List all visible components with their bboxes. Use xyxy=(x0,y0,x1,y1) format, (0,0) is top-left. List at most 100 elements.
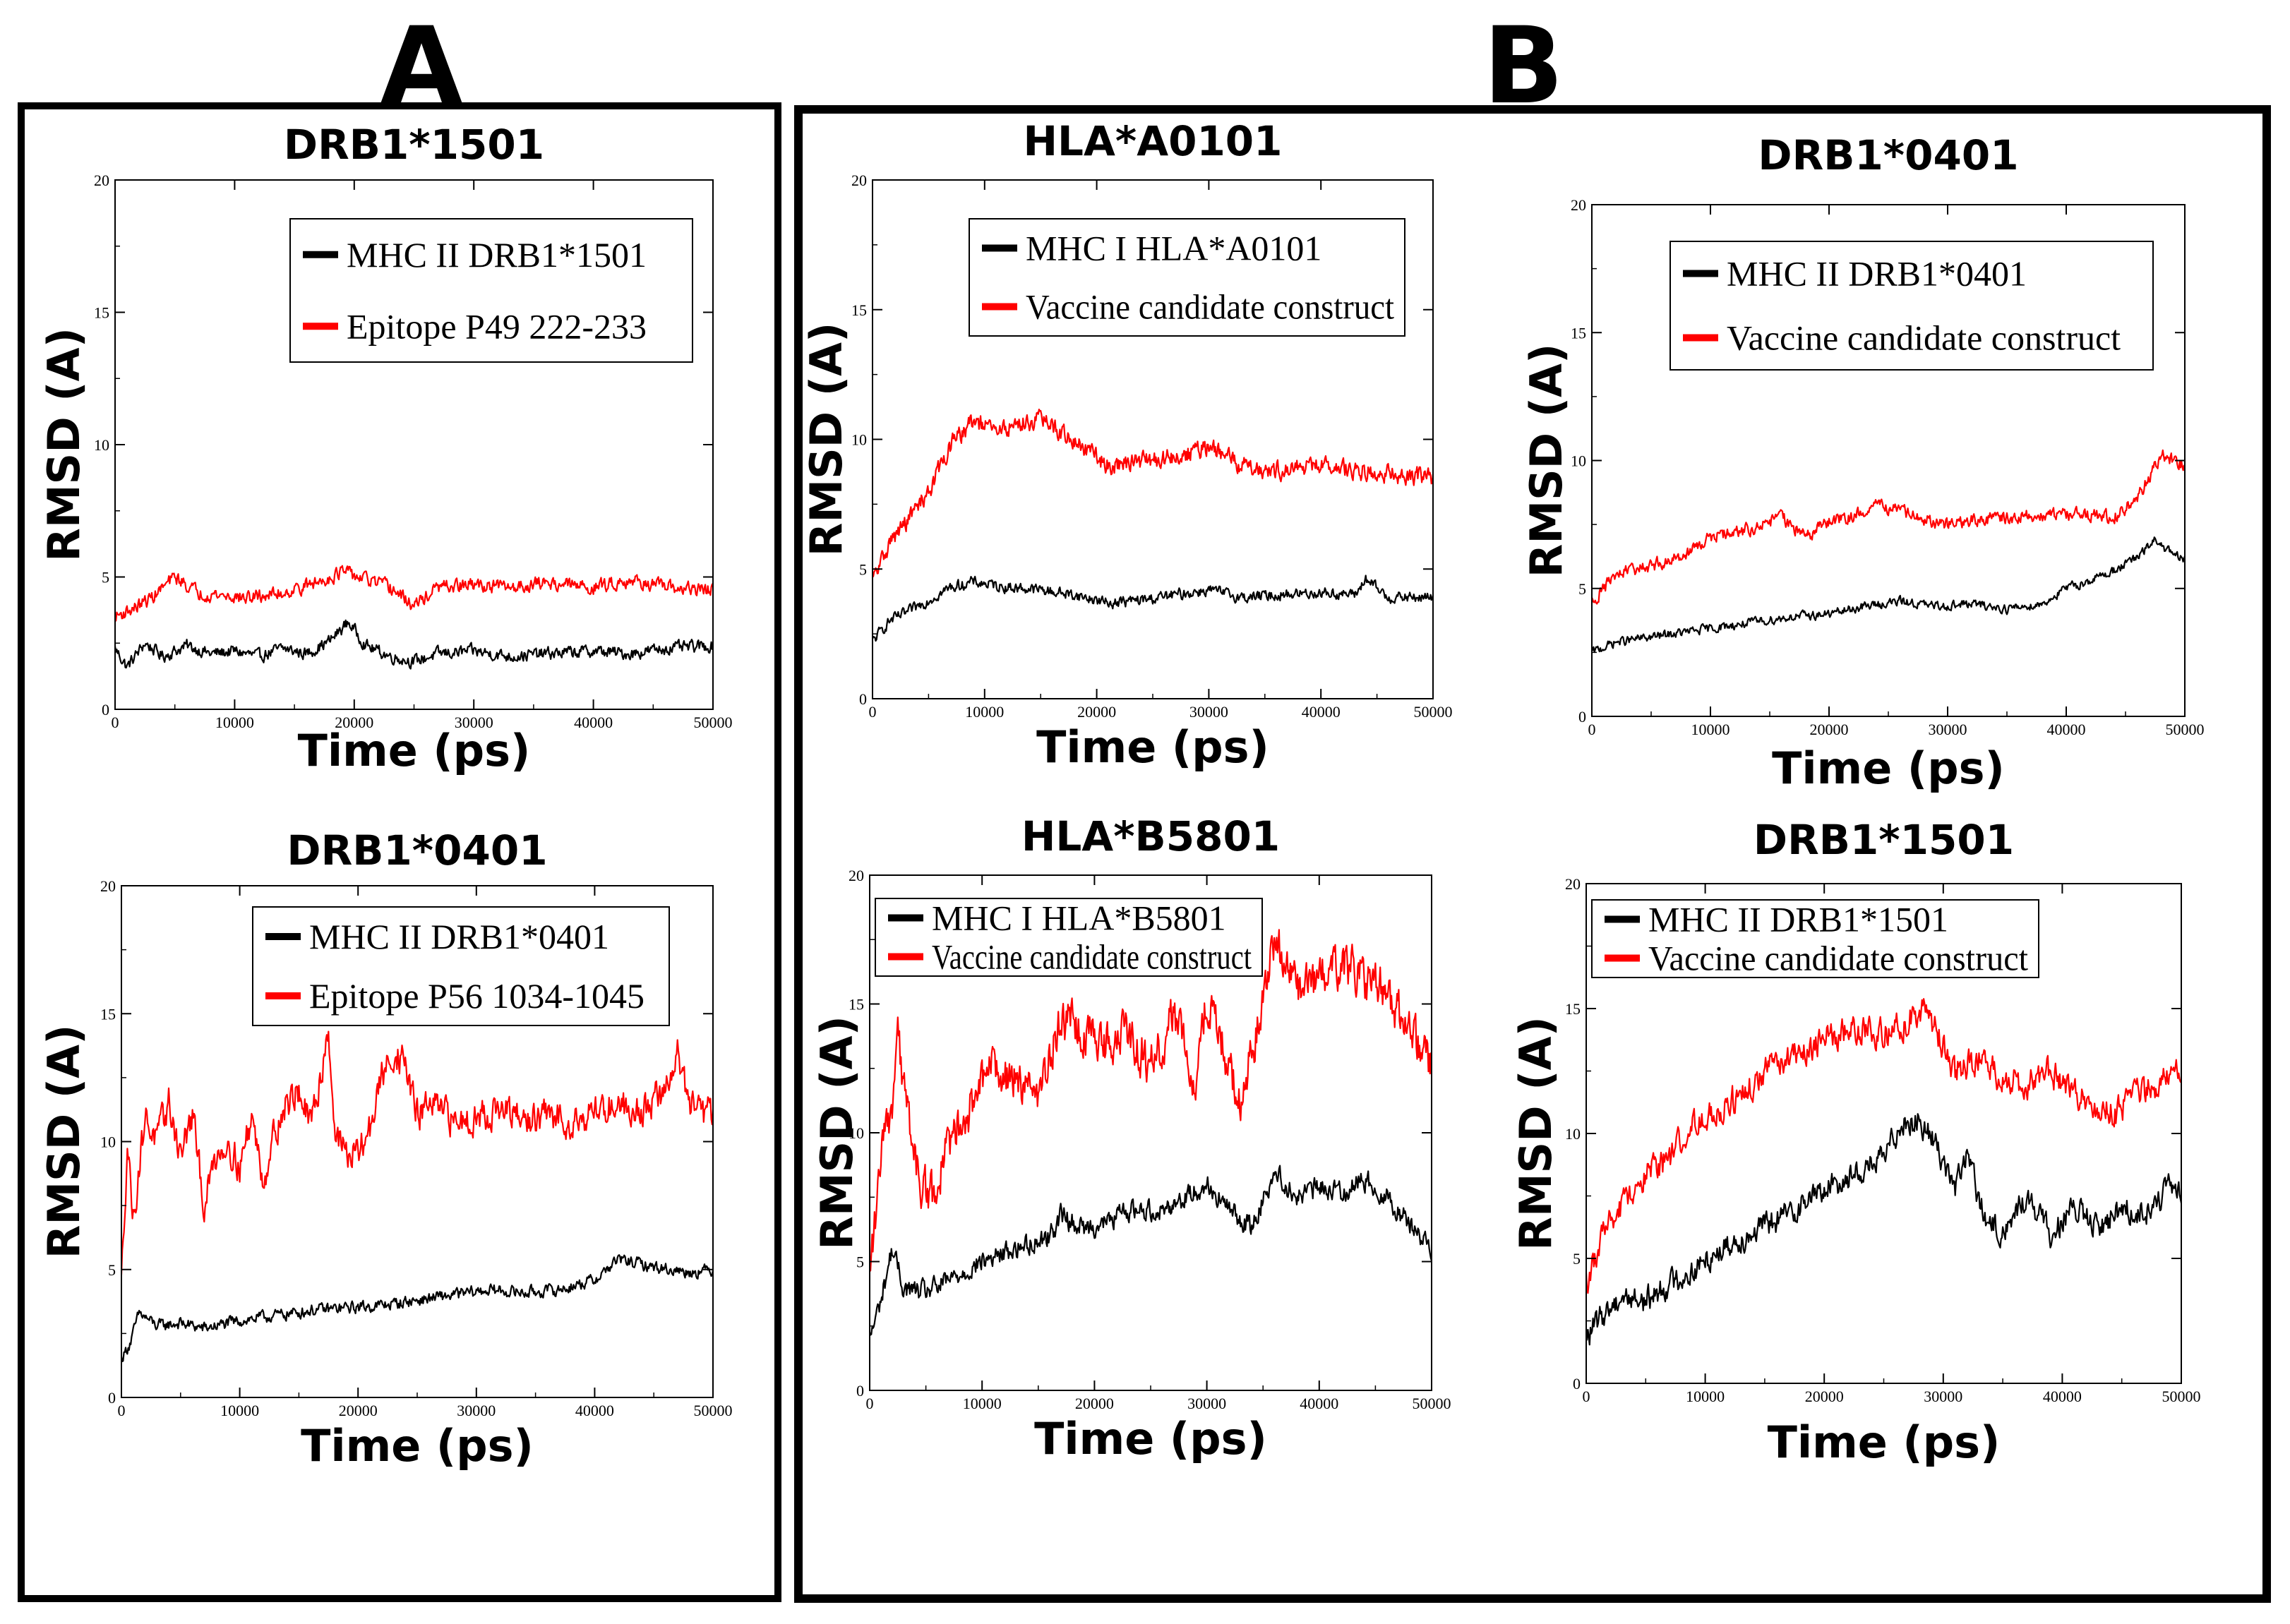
x-tick-label: 0 xyxy=(112,714,119,731)
series-line-2 xyxy=(870,929,1432,1272)
x-tick-label: 10000 xyxy=(1686,1388,1725,1405)
legend-entry-label: MHC II DRB1*1501 xyxy=(347,235,647,275)
x-tick-label: 40000 xyxy=(2047,721,2086,738)
x-tick-label: 0 xyxy=(869,703,877,721)
y-tick-label: 5 xyxy=(856,1253,864,1271)
y-tick-label: 15 xyxy=(1565,1000,1581,1018)
series-group xyxy=(873,408,1433,642)
chart-6: DRB1*1501 0 10000 20000 30000 40000 50000 0 5 10 1… xyxy=(1510,816,2200,1468)
y-tick-label: 5 xyxy=(1573,1250,1581,1268)
x-tick-label: 0 xyxy=(118,1402,126,1419)
y-tick-label: 15 xyxy=(100,1005,116,1023)
series-group xyxy=(1592,449,2185,654)
series-group xyxy=(115,565,713,670)
x-tick-label: 10000 xyxy=(1691,721,1730,738)
legend-entry-label: MHC II DRB1*0401 xyxy=(1727,254,2027,294)
x-tick-label: 20000 xyxy=(335,714,373,731)
y-tick-label: 5 xyxy=(859,560,867,578)
x-tick-label: 30000 xyxy=(1187,1395,1226,1412)
series-line-2 xyxy=(1592,449,2185,605)
y-axis-label: RMSD (A) xyxy=(1510,1016,1561,1251)
x-axis-label: Time (ps) xyxy=(301,1420,534,1472)
series-line-1 xyxy=(121,1254,713,1363)
y-tick-label: 20 xyxy=(100,877,116,895)
y-tick-label: 20 xyxy=(1571,196,1586,214)
x-axis-label: Time (ps) xyxy=(1768,1417,2001,1468)
series-line-1 xyxy=(1592,536,2185,654)
legend: MHC II DRB1*0401 Vaccine candidate constr… xyxy=(1669,241,2154,371)
legend-box xyxy=(289,218,693,363)
chart-title: DRB1*0401 xyxy=(1758,131,2018,179)
chart-4: DRB1*0401 0 10000 20000 30000 40000 50000 0 5 10 1… xyxy=(1521,131,2204,794)
series-line-1 xyxy=(1586,1113,2181,1346)
y-tick-label: 20 xyxy=(851,172,867,189)
x-tick-label: 20000 xyxy=(1810,721,1849,738)
y-tick-label: 10 xyxy=(1571,452,1586,470)
series-line-2 xyxy=(121,1030,713,1275)
legend-box xyxy=(1669,241,2154,371)
x-axis-label: Time (ps) xyxy=(1034,1413,1267,1464)
y-tick-label: 20 xyxy=(94,172,109,189)
legend-entry-label: MHC II DRB1*0401 xyxy=(309,917,609,956)
x-tick-label: 30000 xyxy=(1924,1388,1962,1405)
x-tick-label: 20000 xyxy=(1077,703,1116,721)
x-tick-label: 20000 xyxy=(1805,1388,1844,1405)
x-tick-label: 0 xyxy=(1583,1388,1590,1405)
y-tick-label: 15 xyxy=(851,301,867,319)
series-line-2 xyxy=(873,408,1433,578)
y-axis-label: RMSD (A) xyxy=(811,1016,863,1250)
x-tick-label: 50000 xyxy=(694,1402,733,1419)
legend-entry-label: Vaccine candidate construct xyxy=(1727,318,2121,358)
y-tick-label: 0 xyxy=(1578,708,1586,726)
x-tick-label: 30000 xyxy=(457,1402,496,1419)
x-tick-label: 40000 xyxy=(1302,703,1341,721)
panel-a-letter: A xyxy=(380,5,462,128)
y-tick-label: 20 xyxy=(849,867,864,884)
panel-b-frame xyxy=(794,105,2271,1603)
legend-entry-label: Epitope P56 1034-1045 xyxy=(309,976,645,1016)
legend-entry-label: Vaccine candidate construct xyxy=(1648,939,2028,978)
x-axis-label: Time (ps) xyxy=(298,725,531,776)
series-line-1 xyxy=(115,619,713,670)
legend-box xyxy=(875,898,1263,977)
x-axis-label: Time (ps) xyxy=(1036,721,1269,773)
y-tick-label: 15 xyxy=(94,304,109,322)
panel-b-letter: B xyxy=(1483,5,1564,128)
x-tick-label: 10000 xyxy=(215,714,254,731)
x-tick-label: 0 xyxy=(866,1395,874,1412)
chart-title: HLA*B5801 xyxy=(1021,812,1280,860)
chart-3: HLA*A0101 0 10000 20000 30000 40000 50000 0 5 10 1… xyxy=(801,117,1452,773)
y-tick-label: 10 xyxy=(849,1124,864,1142)
chart-title: HLA*A0101 xyxy=(1023,117,1282,165)
series-group xyxy=(870,929,1432,1336)
x-tick-label: 10000 xyxy=(965,703,1004,721)
legend-entry-label: Epitope P49 222-233 xyxy=(347,306,647,346)
y-tick-label: 5 xyxy=(108,1261,116,1279)
series-group xyxy=(121,1030,713,1363)
x-tick-label: 40000 xyxy=(574,714,613,731)
y-tick-label: 20 xyxy=(1565,875,1581,893)
y-tick-label: 15 xyxy=(1571,324,1586,342)
legend-entry-label: Vaccine candidate construct xyxy=(1026,287,1394,327)
legend-entry-label: MHC II DRB1*1501 xyxy=(1648,900,1948,939)
y-tick-label: 0 xyxy=(1573,1375,1581,1393)
x-tick-label: 20000 xyxy=(1075,1395,1114,1412)
panel-a-frame xyxy=(18,102,781,1602)
legend-box xyxy=(252,906,670,1026)
x-tick-label: 20000 xyxy=(339,1402,378,1419)
series-line-2 xyxy=(1586,998,2181,1294)
y-tick-label: 0 xyxy=(859,690,867,708)
legend-box xyxy=(1591,899,2039,978)
legend-entry-label: MHC I HLA*A0101 xyxy=(1026,229,1321,268)
x-tick-label: 10000 xyxy=(963,1395,1002,1412)
y-tick-label: 15 xyxy=(849,996,864,1014)
y-axis-label: RMSD (A) xyxy=(38,327,90,562)
series-line-1 xyxy=(870,1165,1432,1336)
x-tick-label: 40000 xyxy=(1300,1395,1338,1412)
y-tick-label: 10 xyxy=(100,1133,116,1151)
chart-title: DRB1*1501 xyxy=(284,121,544,169)
chart-title: DRB1*1501 xyxy=(1754,816,2014,864)
